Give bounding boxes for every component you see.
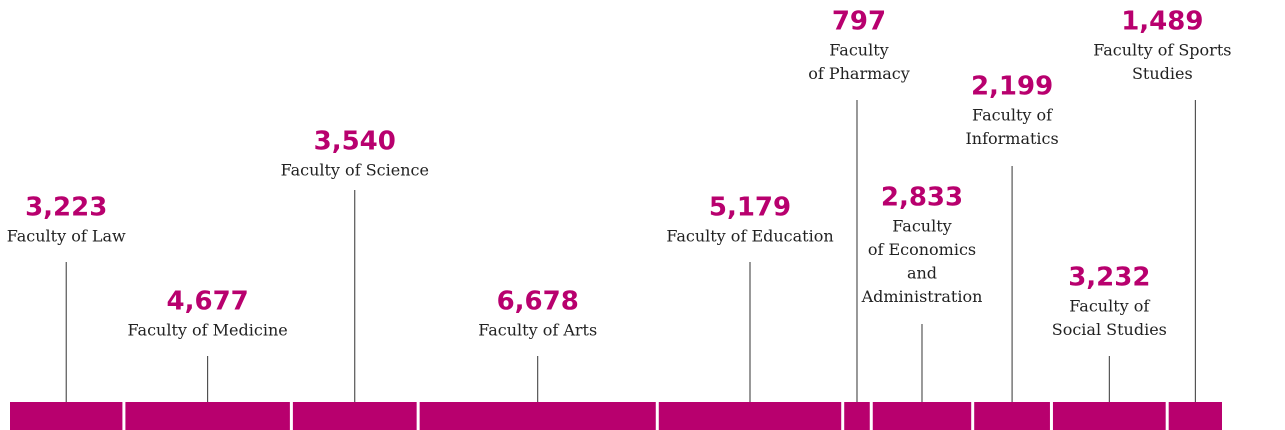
bar-segment	[125, 402, 290, 430]
bar-segment	[10, 402, 123, 430]
bar-segment	[419, 402, 656, 430]
bar-segment	[872, 402, 972, 430]
bar-segment	[844, 402, 870, 430]
value-label: 3,223	[25, 193, 107, 223]
category-label: of Pharmacy	[808, 64, 910, 83]
value-label: 3,540	[314, 127, 396, 157]
bar-segment	[1168, 402, 1222, 430]
category-label: Faculty of Medicine	[128, 321, 288, 340]
category-label: Faculty	[829, 41, 888, 60]
value-label: 1,489	[1121, 7, 1203, 37]
category-label: Faculty	[892, 217, 951, 236]
category-label: Faculty of Law	[7, 227, 126, 246]
bar-segment	[292, 402, 417, 430]
value-label: 3,232	[1068, 263, 1150, 293]
category-label: Studies	[1132, 64, 1193, 83]
category-label: Faculty of Science	[281, 161, 429, 180]
bar-segment	[974, 402, 1050, 430]
value-label: 5,179	[709, 193, 791, 223]
category-label: Social Studies	[1052, 320, 1167, 339]
category-label: Faculty of Education	[666, 227, 833, 246]
bar-segment	[1052, 402, 1166, 430]
value-label: 2,199	[971, 72, 1053, 102]
category-label: Faculty of	[1069, 297, 1150, 316]
value-label: 797	[832, 7, 886, 37]
category-label: Administration	[861, 287, 983, 306]
bar-segment	[658, 402, 842, 430]
category-label: Informatics	[965, 129, 1058, 148]
category-label: Faculty of Sports	[1093, 41, 1231, 60]
value-label: 6,678	[497, 287, 579, 317]
category-label: of Economics	[868, 240, 976, 259]
category-label: and	[907, 264, 937, 283]
category-label: Faculty of Arts	[478, 321, 597, 340]
value-label: 2,833	[881, 183, 963, 213]
category-label: Faculty of	[972, 106, 1053, 125]
value-label: 4,677	[167, 287, 249, 317]
